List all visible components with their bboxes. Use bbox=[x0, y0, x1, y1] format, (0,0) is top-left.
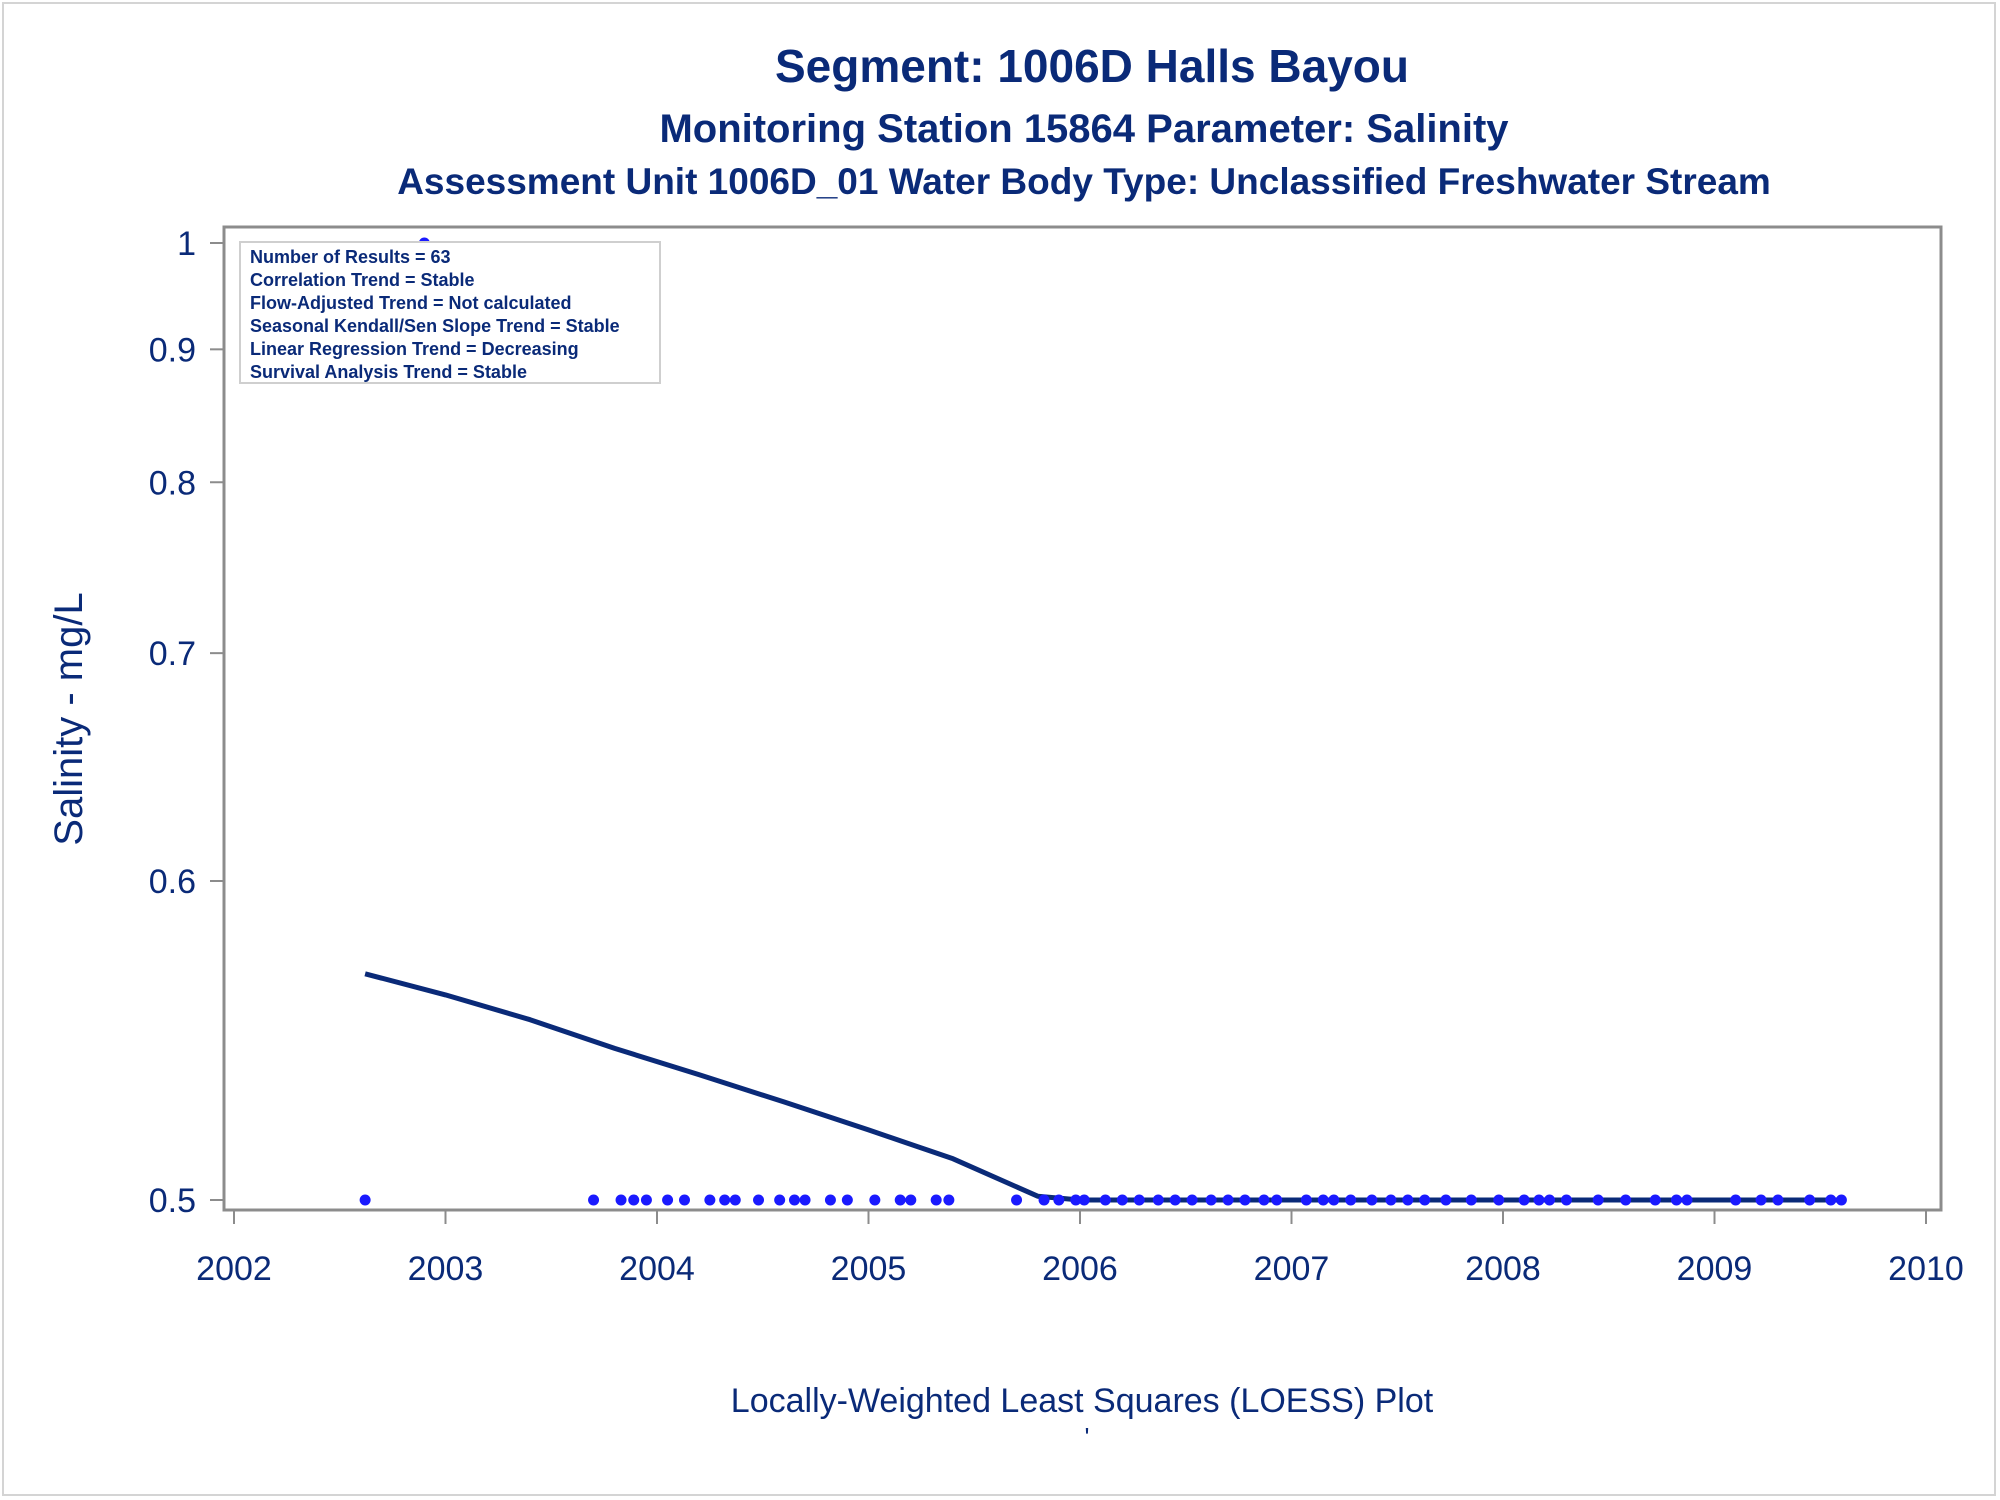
data-point bbox=[1681, 1194, 1693, 1206]
data-point bbox=[788, 1194, 800, 1206]
y-tick-label: 0.7 bbox=[149, 635, 196, 673]
data-point bbox=[1053, 1194, 1065, 1206]
y-axis: 0.5 0.6 0.7 0.8 0.9 1 bbox=[149, 225, 224, 1220]
stat-survival-analysis: Survival Analysis Trend = Stable bbox=[250, 362, 527, 382]
y-axis-label: Salinity - mg/L bbox=[47, 592, 91, 845]
data-point bbox=[1533, 1194, 1545, 1206]
data-point bbox=[1518, 1194, 1530, 1206]
data-point bbox=[704, 1194, 716, 1206]
data-point bbox=[1670, 1194, 1682, 1206]
data-point bbox=[1038, 1194, 1050, 1206]
data-point bbox=[1205, 1194, 1217, 1206]
data-point bbox=[943, 1194, 955, 1206]
series-layer bbox=[359, 237, 1847, 1206]
x-axis-label: Locally-Weighted Least Squares (LOESS) P… bbox=[731, 1382, 1434, 1420]
data-point bbox=[1345, 1194, 1357, 1206]
data-point bbox=[1772, 1194, 1784, 1206]
x-axis: 2002 2003 2004 2005 2006 2007 2008 2009 2010 bbox=[196, 1210, 1964, 1288]
data-point bbox=[678, 1194, 690, 1206]
data-point bbox=[1366, 1194, 1378, 1206]
data-point bbox=[1825, 1194, 1837, 1206]
data-point bbox=[1116, 1194, 1128, 1206]
data-point bbox=[1328, 1194, 1340, 1206]
data-point bbox=[894, 1194, 906, 1206]
footnote: ' bbox=[1085, 1422, 1090, 1452]
data-point bbox=[719, 1194, 731, 1206]
chart-subtitle: Monitoring Station 15864 Parameter: Sali… bbox=[659, 107, 1509, 151]
y-tick-label: 0.6 bbox=[149, 863, 196, 901]
plot-area bbox=[222, 225, 1943, 1212]
data-point bbox=[1186, 1194, 1198, 1206]
data-point bbox=[753, 1194, 765, 1206]
data-point bbox=[1835, 1194, 1847, 1206]
stat-linear-regression: Linear Regression Trend = Decreasing bbox=[250, 339, 579, 359]
data-point bbox=[1011, 1194, 1023, 1206]
data-point bbox=[1592, 1194, 1604, 1206]
y-tick-label: 0.8 bbox=[149, 464, 196, 502]
data-point bbox=[1755, 1194, 1767, 1206]
x-tick-label: 2003 bbox=[408, 1250, 484, 1288]
data-point bbox=[1440, 1194, 1452, 1206]
data-point bbox=[1402, 1194, 1414, 1206]
x-tick-label: 2005 bbox=[831, 1250, 907, 1288]
stats-box: Number of Results = 63 Correlation Trend… bbox=[239, 241, 661, 384]
stats-box-border bbox=[239, 241, 661, 384]
x-tick-label: 2007 bbox=[1254, 1250, 1330, 1288]
data-point bbox=[1620, 1194, 1632, 1206]
data-point bbox=[1804, 1194, 1816, 1206]
data-point bbox=[1649, 1194, 1661, 1206]
x-tick-label: 2004 bbox=[619, 1250, 695, 1288]
data-point bbox=[1078, 1194, 1090, 1206]
data-point bbox=[1169, 1194, 1181, 1206]
x-tick-label: 2002 bbox=[196, 1250, 272, 1288]
data-point bbox=[1493, 1194, 1505, 1206]
stat-correlation: Correlation Trend = Stable bbox=[250, 270, 475, 290]
data-point bbox=[1300, 1194, 1312, 1206]
data-point bbox=[1152, 1194, 1164, 1206]
data-point bbox=[905, 1194, 917, 1206]
data-point bbox=[1239, 1194, 1251, 1206]
x-tick-label: 2008 bbox=[1465, 1250, 1541, 1288]
data-point bbox=[1544, 1194, 1556, 1206]
stat-results: Number of Results = 63 bbox=[250, 247, 451, 267]
data-point bbox=[588, 1194, 600, 1206]
x-tick-label: 2006 bbox=[1042, 1250, 1118, 1288]
data-point bbox=[930, 1194, 942, 1206]
y-tick-label: 0.9 bbox=[149, 331, 196, 369]
x-tick-label: 2010 bbox=[1888, 1250, 1964, 1288]
data-point bbox=[729, 1194, 741, 1206]
data-point bbox=[1271, 1194, 1283, 1206]
chart-title: Segment: 1006D Halls Bayou bbox=[775, 40, 1409, 92]
y-tick-label: 0.5 bbox=[149, 1182, 196, 1220]
data-point bbox=[841, 1194, 853, 1206]
stat-seasonal-kendall: Seasonal Kendall/Sen Slope Trend = Stabl… bbox=[250, 316, 620, 336]
chart-subtitle-2: Assessment Unit 1006D_01 Water Body Type… bbox=[397, 161, 1771, 202]
x-tick-label: 2009 bbox=[1677, 1250, 1753, 1288]
data-point bbox=[774, 1194, 786, 1206]
data-point bbox=[662, 1194, 674, 1206]
loess-line bbox=[364, 971, 1842, 1203]
loess-chart: Segment: 1006D Halls Bayou Monitoring St… bbox=[47, 40, 1964, 1452]
data-point bbox=[1465, 1194, 1477, 1206]
data-point bbox=[1385, 1194, 1397, 1206]
data-point bbox=[628, 1194, 640, 1206]
stat-flow-adjusted: Flow-Adjusted Trend = Not calculated bbox=[250, 293, 572, 313]
data-point bbox=[1730, 1194, 1742, 1206]
data-point bbox=[1070, 1194, 1082, 1206]
y-tick-label: 1 bbox=[177, 225, 196, 263]
data-point bbox=[640, 1194, 652, 1206]
data-point bbox=[1258, 1194, 1270, 1206]
data-point bbox=[615, 1194, 627, 1206]
data-point bbox=[1133, 1194, 1145, 1206]
data-point bbox=[1560, 1194, 1572, 1206]
data-point bbox=[1317, 1194, 1329, 1206]
data-point bbox=[359, 1194, 371, 1206]
data-point bbox=[1419, 1194, 1431, 1206]
data-point bbox=[799, 1194, 811, 1206]
data-point bbox=[869, 1194, 881, 1206]
data-point bbox=[1222, 1194, 1234, 1206]
data-point bbox=[824, 1194, 836, 1206]
data-point bbox=[1099, 1194, 1111, 1206]
